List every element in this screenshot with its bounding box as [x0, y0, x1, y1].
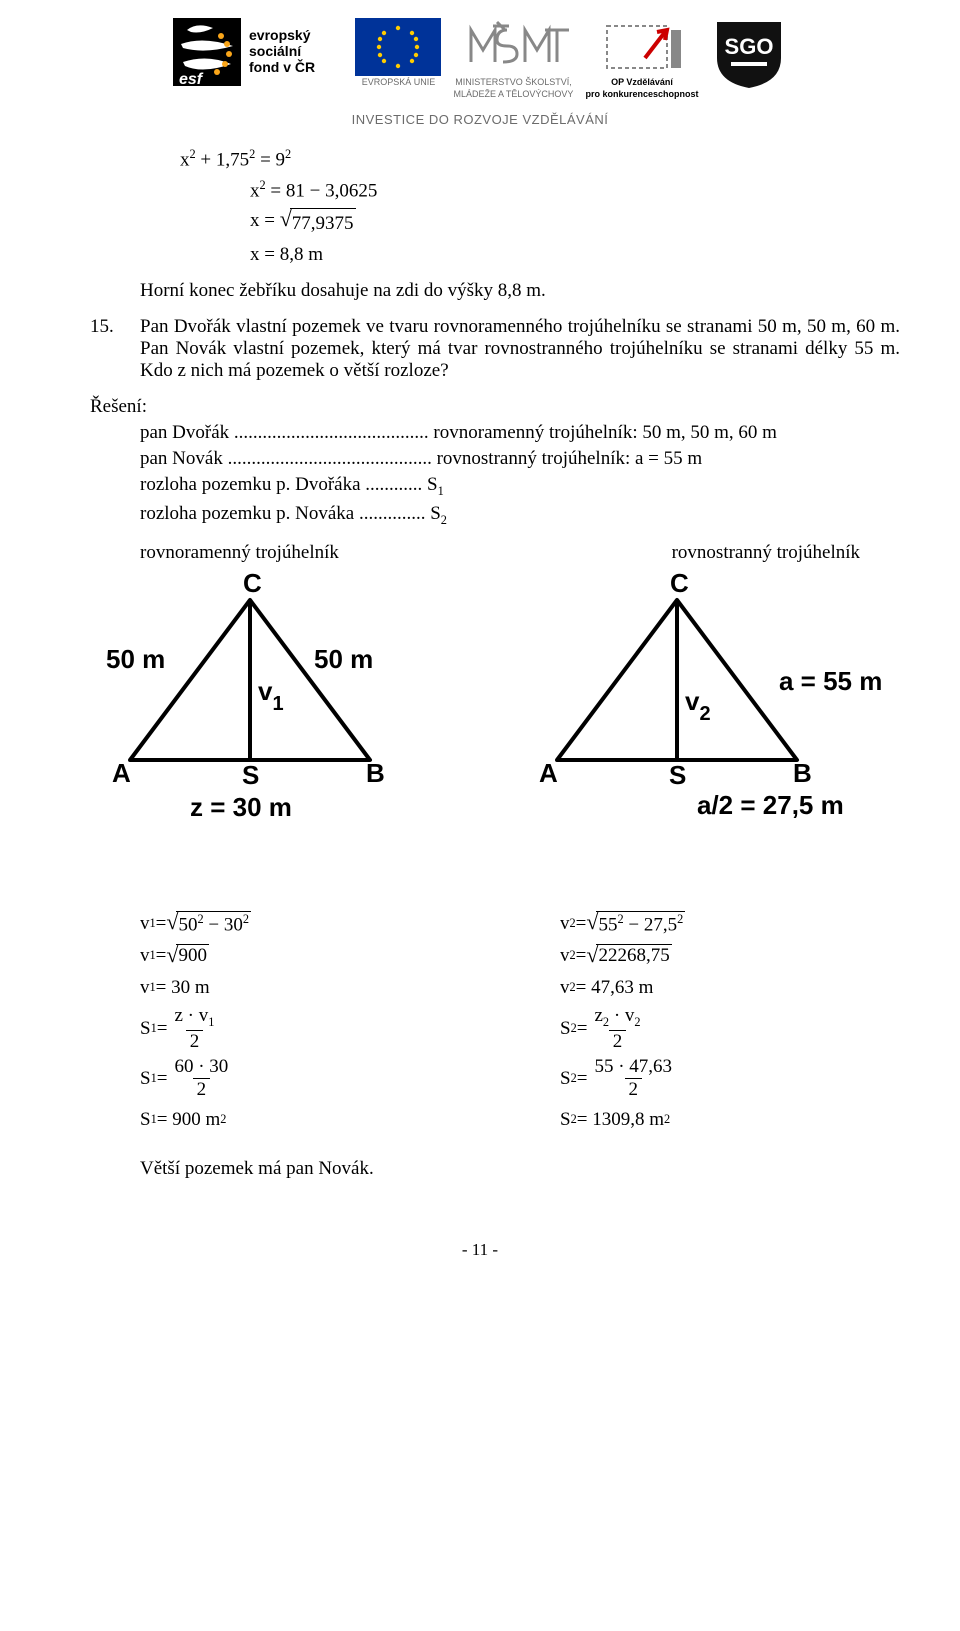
right-equations: v2 = √552 − 27,52 v2 = √22268,75 v2 = 47…	[480, 906, 900, 1138]
given-line-4: rozloha pozemku p. Nováka ..............…	[140, 503, 900, 528]
svg-text:50 m: 50 m	[106, 644, 165, 674]
solution-label: Řešení:	[90, 396, 900, 418]
svg-text:z = 30 m: z = 30 m	[190, 792, 292, 822]
svg-text:A: A	[539, 758, 558, 788]
given-line-3: rozloha pozemku p. Dvořáka ............ …	[140, 474, 900, 499]
svg-text:a/2 = 27,5 m: a/2 = 27,5 m	[697, 790, 844, 820]
header-tagline: INVESTICE DO ROZVOJE VZDĚLÁVÁNÍ	[60, 112, 900, 127]
isosceles-triangle-figure: C A B S 50 m 50 m v1 z = 30 m	[60, 570, 440, 830]
final-answer: Větší pozemek má pan Novák.	[140, 1158, 900, 1180]
sgo-text: SGO	[724, 34, 773, 59]
problem-15: 15. Pan Dvořák vlastní pozemek ve tvaru …	[60, 316, 900, 382]
esf-text-3: fond v ČR	[249, 58, 315, 75]
msmt-logo: MINISTERSTVO ŠKOLSTVÍ, MLÁDEŽE A TĚLOVÝC…	[453, 18, 573, 100]
math-block-1: x2 + 1,752 = 92 x2 = 81 − 3,0625 x = √77…	[180, 145, 900, 270]
problem-body: Pan Dvořák vlastní pozemek ve tvaru rovn…	[140, 316, 900, 382]
op-caption-2: pro konkurenceschopnost	[585, 90, 698, 100]
sgo-logo: SGO	[711, 18, 787, 90]
answer-text-1: Horní konec žebříku dosahuje na zdi do v…	[140, 280, 900, 302]
svg-text:50 m: 50 m	[314, 644, 373, 674]
problem-number: 15.	[90, 316, 140, 382]
svg-text:S: S	[242, 760, 259, 790]
esf-text-1: evropský	[249, 27, 311, 43]
msmt-caption-2: MLÁDEŽE A TĚLOVÝCHOVY	[454, 90, 574, 100]
triangle-heading-right: rovnostranný trojúhelník	[497, 542, 900, 564]
msmt-caption-1: MINISTERSTVO ŠKOLSTVÍ,	[455, 78, 572, 88]
equation-columns: v1 = √502 − 302 v1 = √900 v1 = 30 m S1 =…	[60, 906, 900, 1138]
esf-logo: esf evropský sociální fond v ČR	[173, 18, 343, 88]
svg-text:C: C	[243, 570, 262, 598]
given-line-2: pan Novák ..............................…	[140, 448, 900, 470]
triangle-heading-left: rovnoramenný trojúhelník	[140, 542, 463, 564]
svg-text:B: B	[366, 758, 385, 788]
page-number: - 11 -	[60, 1240, 900, 1260]
equilateral-triangle-figure: C A B S a = 55 m v2 a/2 = 27,5 m	[497, 570, 897, 850]
svg-text:S: S	[669, 760, 686, 790]
svg-text:a = 55 m: a = 55 m	[779, 666, 882, 696]
svg-text:B: B	[793, 758, 812, 788]
svg-text:A: A	[112, 758, 131, 788]
eu-caption: EVROPSKÁ UNIE	[362, 78, 436, 88]
left-equations: v1 = √502 − 302 v1 = √900 v1 = 30 m S1 =…	[60, 906, 480, 1138]
svg-text:v2: v2	[685, 686, 711, 725]
header-logos: esf evropský sociální fond v ČR EVROPSKÁ…	[60, 0, 900, 106]
svg-text:v1: v1	[258, 676, 284, 715]
eu-logo: EVROPSKÁ UNIE	[355, 18, 441, 88]
given-line-1: pan Dvořák .............................…	[140, 422, 900, 444]
svg-text:esf: esf	[179, 71, 204, 88]
op-caption-1: OP Vzdělávání	[611, 78, 673, 88]
esf-text-2: sociální	[249, 43, 302, 59]
svg-text:C: C	[670, 570, 689, 598]
op-logo: OP Vzdělávání pro konkurenceschopnost	[585, 18, 698, 100]
